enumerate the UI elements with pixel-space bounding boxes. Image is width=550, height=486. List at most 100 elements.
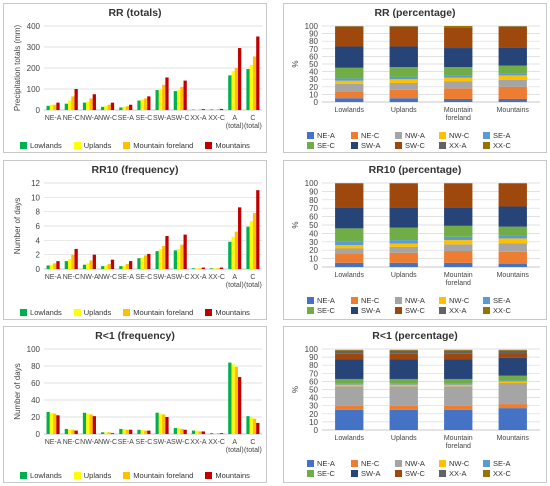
bar-mountain-foreland-sw-a	[162, 84, 166, 110]
bar-mountains-a-total	[238, 207, 242, 269]
bar-lowlands-c-total	[246, 416, 250, 434]
legend-label: Mountains	[215, 140, 250, 150]
chart-panel-r1-percentage: R<1 (percentage) 0 10 20 30 40 50 60 70 80 90 100%…	[283, 326, 547, 483]
legend-item-sw-a: SW-A	[351, 305, 391, 315]
x-tick-label: XX-C	[208, 274, 225, 281]
segment-ne-a-mountain-foreland	[444, 98, 473, 102]
segment-ne-c-lowlands	[335, 253, 364, 263]
legend-label: SE-C	[317, 305, 335, 315]
segment-sw-a-mountains	[498, 206, 527, 227]
legend-item-xx-c: XX-C	[483, 468, 523, 478]
x-tick-label: NE-A	[45, 274, 62, 281]
segment-nw-a-mountain-foreland	[444, 81, 473, 89]
bar-mountains-xx-a	[201, 109, 205, 110]
segment-sw-a-mountain-foreland	[444, 207, 473, 226]
segment-nw-a-uplands	[389, 386, 418, 406]
x-tick-label: NW-A	[80, 274, 99, 281]
y-tick-label: 200	[27, 64, 41, 73]
x-tick-label: Mountain	[444, 272, 473, 279]
x-tick-label: NW-A	[80, 439, 99, 446]
legend-swatch	[307, 469, 314, 477]
bar-uplands-nw-a	[86, 413, 90, 434]
legend-label: NW-A	[405, 130, 425, 140]
bar-mountains-se-a	[129, 429, 133, 434]
y-tick-label: 0	[36, 265, 41, 274]
bar-mountain-foreland-nw-c	[107, 432, 111, 434]
x-tick-label: SW-C	[171, 274, 190, 281]
segment-sw-a-uplands	[389, 207, 418, 228]
bar-uplands-ne-c	[67, 258, 72, 269]
legend-label: Mountain foreland	[133, 470, 194, 480]
legend-item-ne-c: NE-C	[351, 458, 391, 468]
segment-se-a-mountain-foreland	[444, 236, 473, 241]
legend-item-se-a: SE-A	[483, 130, 523, 140]
y-tick-label: 0	[36, 106, 41, 115]
chart-title: R<1 (percentage)	[372, 330, 458, 342]
legend-swatch	[123, 141, 131, 149]
y-axis-label: Number of days	[13, 198, 22, 254]
y-tick-label: 90	[309, 187, 318, 196]
x-tick-label: Uplands	[391, 435, 417, 442]
bar-lowlands-ne-c	[64, 261, 68, 269]
chart-svg: 0 100 200 300 400 Precipitation totals (mm) NE…	[13, 22, 262, 130]
bar-mountains-nw-a	[92, 416, 96, 434]
legend-swatch	[351, 296, 358, 304]
segment-sw-c-mountains	[498, 26, 527, 48]
x-tick-label: NE-C	[63, 439, 80, 446]
segment-xx-c-uplands	[389, 349, 418, 351]
segment-ne-a-uplands	[389, 98, 418, 102]
bar-uplands-xx-a	[195, 109, 199, 110]
bar-lowlands-se-c	[137, 100, 141, 110]
x-tick-label: A	[232, 274, 237, 281]
legend-swatch	[351, 141, 358, 149]
y-axis-label: %	[291, 386, 300, 393]
y-tick-label: 2	[36, 251, 41, 260]
x-tick-label: SW-A	[153, 439, 171, 446]
bar-uplands-c-total	[249, 64, 253, 110]
segment-nw-a-lowlands	[335, 83, 364, 92]
bar-mountains-ne-c	[74, 248, 78, 269]
x-tick-label: XX-C	[208, 439, 225, 446]
segment-xx-c-mountain-foreland	[444, 349, 473, 351]
bar-mountains-se-c	[147, 430, 151, 434]
legend-item-uplands: Uplands	[73, 307, 111, 317]
legend-swatch	[20, 141, 28, 149]
segment-ne-c-uplands	[389, 252, 418, 263]
bar-mountains-sw-a	[165, 417, 169, 434]
x-tick-label: foreland	[446, 280, 471, 287]
segment-nw-c-lowlands	[335, 245, 364, 249]
segment-se-a-uplands	[389, 76, 418, 80]
segment-ne-a-lowlands	[335, 409, 364, 430]
legend-label: Mountain foreland	[133, 307, 194, 317]
segment-sw-c-mountain-foreland	[444, 353, 473, 360]
bar-mountain-foreland-ne-a	[53, 263, 57, 269]
y-tick-label: 10	[31, 193, 40, 202]
legend-label: XX-A	[449, 468, 467, 478]
chart-title: RR (totals)	[108, 7, 162, 19]
segment-nw-a-uplands	[389, 246, 418, 253]
legend-item-xx-a: XX-A	[439, 140, 479, 150]
legend-label: Uplands	[83, 470, 112, 480]
y-tick-label: 4	[36, 236, 41, 245]
bar-mountain-foreland-xx-a	[198, 109, 202, 110]
bar-lowlands-sw-c	[173, 428, 177, 434]
segment-se-a-mountains	[498, 380, 527, 382]
x-tick-label: Lowlands	[334, 272, 364, 279]
x-tick-label: SW-C	[171, 115, 190, 122]
x-tick-label: Uplands	[391, 272, 417, 279]
bar-mountains-ne-c	[74, 89, 78, 110]
x-tick-label: NE-A	[45, 439, 62, 446]
segment-ne-a-uplands	[389, 409, 418, 430]
chart-panel-rr-totals: RR (totals) 0 100 200 300 400 Precipitation t…	[3, 3, 267, 153]
bar-mountains-xx-c	[219, 433, 224, 434]
segment-nw-c-mountains	[498, 75, 527, 80]
legend-swatch	[205, 308, 213, 316]
x-tick-label: NW-C	[98, 439, 117, 446]
bar-lowlands-nw-a	[82, 412, 87, 434]
legend-item-nw-a: NW-A	[395, 458, 435, 468]
bar-uplands-ne-c	[67, 100, 72, 110]
legend-swatch	[483, 469, 490, 477]
segment-nw-a-mountain-foreland	[444, 244, 473, 252]
legend-item-xx-c: XX-C	[483, 140, 523, 150]
bar-uplands-c-total	[249, 417, 253, 434]
